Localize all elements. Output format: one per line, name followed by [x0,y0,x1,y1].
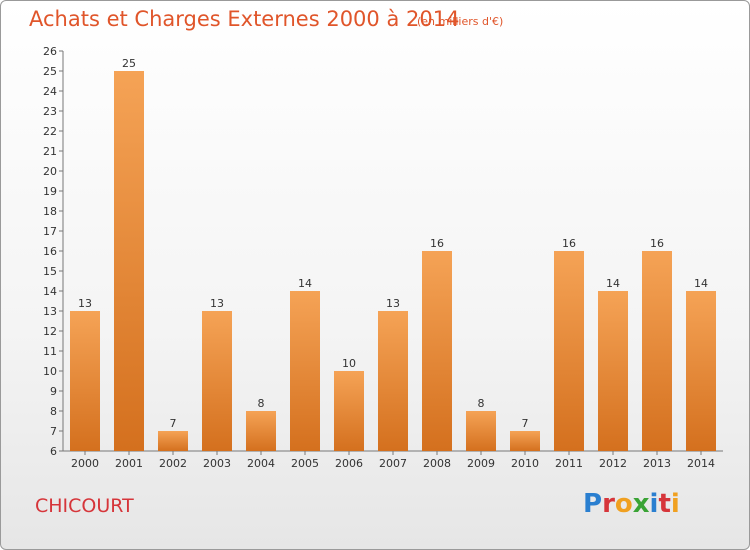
bar-value-label: 8 [258,397,265,410]
proxiti-logo: Proxiti [583,489,680,519]
bar-value-label: 10 [342,357,356,370]
x-tick-label: 2007 [379,457,407,470]
bar-value-label: 14 [606,277,620,290]
y-tick-label: 23 [43,105,57,118]
bar [158,431,188,451]
bar-value-label: 16 [650,237,664,250]
bar-value-label: 7 [522,417,529,430]
bar-value-label: 16 [562,237,576,250]
bar [642,251,672,451]
y-tick-label: 6 [50,445,57,458]
bar [598,291,628,451]
x-tick-label: 2013 [643,457,671,470]
y-tick-label: 15 [43,265,57,278]
bar-value-label: 7 [170,417,177,430]
bar-value-label: 25 [122,57,136,70]
bar [422,251,452,451]
y-tick-label: 22 [43,125,57,138]
x-tick-label: 2008 [423,457,451,470]
x-tick-label: 2004 [247,457,275,470]
x-tick-label: 2002 [159,457,187,470]
chart-title: Achats et Charges Externes 2000 à 2014 [29,7,460,31]
y-tick-label: 14 [43,285,57,298]
x-tick-label: 2014 [687,457,715,470]
x-tick-label: 2000 [71,457,99,470]
bar-value-label: 13 [386,297,400,310]
y-tick-label: 25 [43,65,57,78]
y-tick-label: 9 [50,385,57,398]
logo-letter: r [602,489,615,519]
bar-value-label: 16 [430,237,444,250]
y-tick-label: 8 [50,405,57,418]
city-name: CHICOURT [35,495,134,517]
x-tick-label: 2011 [555,457,583,470]
x-tick-label: 2006 [335,457,363,470]
y-tick-label: 12 [43,325,57,338]
y-tick-label: 16 [43,245,57,258]
x-tick-label: 2001 [115,457,143,470]
y-tick-label: 19 [43,185,57,198]
bar [466,411,496,451]
logo-letter: o [614,489,633,519]
y-tick-label: 26 [43,45,57,58]
y-tick-label: 24 [43,85,57,98]
y-tick-label: 10 [43,365,57,378]
logo-letter: x [632,489,650,519]
chart-unit: (en milliers d'€) [417,15,504,28]
bar-value-label: 14 [694,277,708,290]
x-tick-label: 2005 [291,457,319,470]
y-tick-label: 18 [43,205,57,218]
bar [246,411,276,451]
x-tick-label: 2009 [467,457,495,470]
logo-letter: i [670,489,680,519]
y-tick-label: 11 [43,345,57,358]
logo-letter: P [583,489,603,519]
bar-value-label: 13 [78,297,92,310]
bar [334,371,364,451]
y-tick-label: 13 [43,305,57,318]
x-tick-label: 2010 [511,457,539,470]
x-tick-label: 2012 [599,457,627,470]
bar [114,71,144,451]
bar-value-label: 14 [298,277,312,290]
bar-value-label: 13 [210,297,224,310]
bar [378,311,408,451]
y-tick-label: 17 [43,225,57,238]
bar [510,431,540,451]
bar [554,251,584,451]
logo-letter: t [658,489,671,519]
bar [290,291,320,451]
y-tick-label: 21 [43,145,57,158]
bar [70,311,100,451]
y-tick-label: 20 [43,165,57,178]
x-tick-label: 2003 [203,457,231,470]
logo-letter: i [649,489,659,519]
bar-value-label: 8 [478,397,485,410]
bar [202,311,232,451]
y-tick-label: 7 [50,425,57,438]
bar [686,291,716,451]
